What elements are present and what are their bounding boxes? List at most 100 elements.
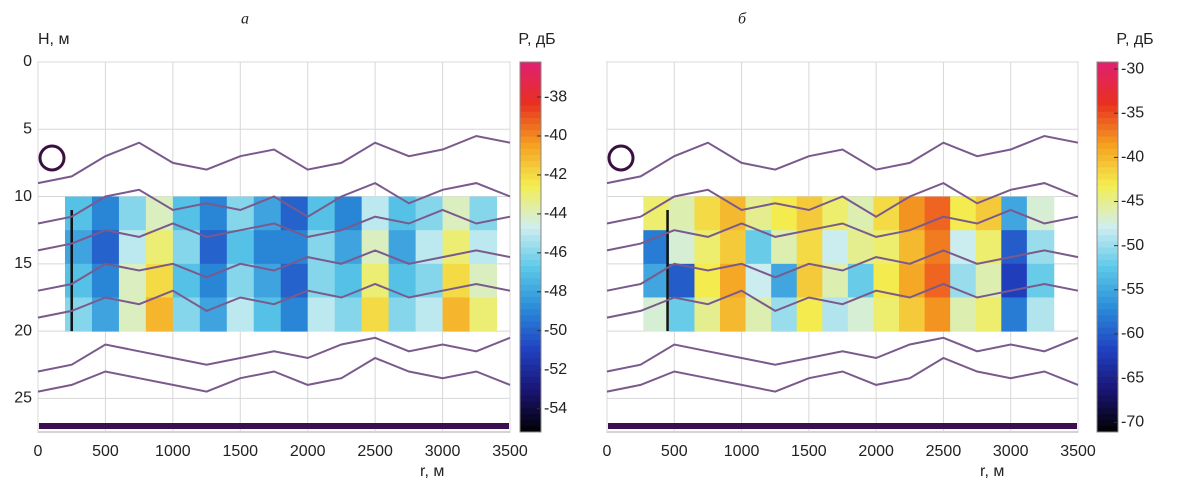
- heatmap-cell: [1026, 230, 1055, 265]
- colorbar-strip: [1097, 345, 1118, 353]
- colorbar-strip: [1097, 395, 1118, 402]
- x-tick-label: 3500: [1060, 443, 1096, 460]
- colorbar-strip: [1097, 179, 1118, 186]
- profile-line: [37, 336, 511, 373]
- colorbar-strip: [520, 166, 541, 174]
- colorbar-strip: [520, 413, 541, 421]
- colorbar-strip: [520, 179, 541, 186]
- colorbar-strip: [1097, 105, 1118, 112]
- colorbar-strip: [520, 302, 541, 310]
- colorbar-strip: [520, 74, 541, 81]
- colorbar-strip: [1097, 203, 1118, 211]
- x-tick-label: 0: [34, 443, 43, 460]
- colorbar-tick-label: -50: [544, 322, 567, 339]
- colorbar-tick-label: -52: [544, 361, 567, 378]
- colorbar-strip: [1097, 117, 1118, 125]
- colorbar-strip: [1097, 308, 1118, 316]
- heatmap-cell: [469, 297, 498, 332]
- x-tick-label: 500: [92, 443, 119, 460]
- colorbar-strip: [520, 173, 541, 180]
- x-tick-label: 2000: [858, 443, 894, 460]
- colorbar-strip: [520, 364, 541, 371]
- colorbar-frame: [519, 61, 542, 433]
- colorbar-strip: [1097, 327, 1118, 334]
- heatmap-cell: [924, 297, 951, 332]
- colorbar-strip: [520, 191, 541, 199]
- heatmap-cell: [873, 297, 900, 332]
- heatmap-cell: [771, 196, 798, 231]
- x-tick-label: 2500: [926, 443, 962, 460]
- heatmap-cell: [388, 230, 417, 265]
- heatmap-cell: [469, 263, 498, 298]
- heatmap-cell: [334, 297, 363, 332]
- colorbar-strip: [520, 154, 541, 162]
- heatmap-cell: [668, 263, 695, 298]
- colorbar-strip: [520, 401, 541, 408]
- x-tick-label: 1000: [155, 443, 191, 460]
- colorbar-strip: [520, 247, 541, 254]
- colorbar-strip: [1097, 136, 1118, 143]
- colorbar-tick-label: -44: [544, 205, 567, 222]
- colorbar-strip: [1097, 92, 1118, 100]
- x-tick-label: 1500: [791, 443, 827, 460]
- heatmap-cell: [643, 297, 670, 332]
- seabed-bar: [608, 423, 1077, 429]
- colorbar-strip: [1097, 265, 1118, 273]
- heatmap-cell: [745, 297, 772, 332]
- heatmap-cell: [899, 297, 926, 332]
- colorbar-strip: [1097, 154, 1118, 162]
- heatmap-cell: [442, 196, 471, 231]
- x-tick-label: 0: [603, 443, 612, 460]
- profile-line: [606, 356, 1079, 393]
- profile-line: [606, 249, 1079, 292]
- colorbar-tick-label: -40: [544, 127, 567, 144]
- heatmap-cell: [442, 297, 471, 332]
- colorbar-strip: [1097, 253, 1118, 260]
- profile-line: [37, 249, 511, 292]
- x-tick-label: 1000: [724, 443, 760, 460]
- colorbar-strip: [520, 228, 541, 236]
- y-axis-label: H, м: [38, 31, 69, 48]
- profile-line: [606, 208, 1079, 252]
- colorbar-strip: [520, 425, 541, 433]
- colorbar-strip: [520, 92, 541, 100]
- heatmap-cell: [334, 263, 363, 298]
- heatmap-cell: [950, 196, 977, 231]
- x-tick-label: 3000: [425, 443, 461, 460]
- heatmap-cell: [950, 297, 977, 332]
- y-tick-label: 25: [14, 390, 32, 407]
- colorbar-strip: [520, 203, 541, 211]
- heatmap-cell: [199, 263, 228, 298]
- heatmap-cell: [796, 230, 823, 265]
- colorbar-strip: [1097, 401, 1118, 408]
- heatmap-cell: [975, 297, 1002, 332]
- colorbar-strip: [520, 62, 541, 69]
- colorbar-tick-label: -60: [1121, 325, 1144, 342]
- colorbar-tick-label: -35: [1121, 104, 1144, 121]
- heatmap-cell: [388, 263, 417, 298]
- colorbar-strip: [520, 290, 541, 297]
- colorbar-strip: [1097, 86, 1118, 94]
- colorbar-strip: [520, 345, 541, 353]
- colorbar-strip: [520, 333, 541, 340]
- colorbar-strip: [1097, 333, 1118, 340]
- heatmap-cell: [720, 230, 747, 265]
- colorbar-tick-label: -46: [544, 244, 567, 261]
- colorbar-strip: [1097, 74, 1118, 81]
- colorbar-strip: [1097, 247, 1118, 254]
- colorbar-strip: [1097, 425, 1118, 433]
- colorbar-strip: [520, 160, 541, 168]
- y-tick-label: 20: [14, 322, 32, 339]
- heatmap-cell: [442, 230, 471, 265]
- colorbar-strip: [520, 296, 541, 303]
- heatmap-cell: [91, 230, 120, 265]
- colorbar-strip: [520, 419, 541, 427]
- colorbar-strip: [1097, 99, 1118, 106]
- colorbar-tick-label: -45: [1121, 193, 1144, 210]
- colorbar-strip: [1097, 173, 1118, 180]
- x-axis-label: r, м: [420, 463, 444, 480]
- colorbar-strip: [520, 376, 541, 384]
- profile-line: [37, 356, 511, 393]
- colorbar-strip: [520, 265, 541, 273]
- heatmap-cell: [694, 196, 721, 231]
